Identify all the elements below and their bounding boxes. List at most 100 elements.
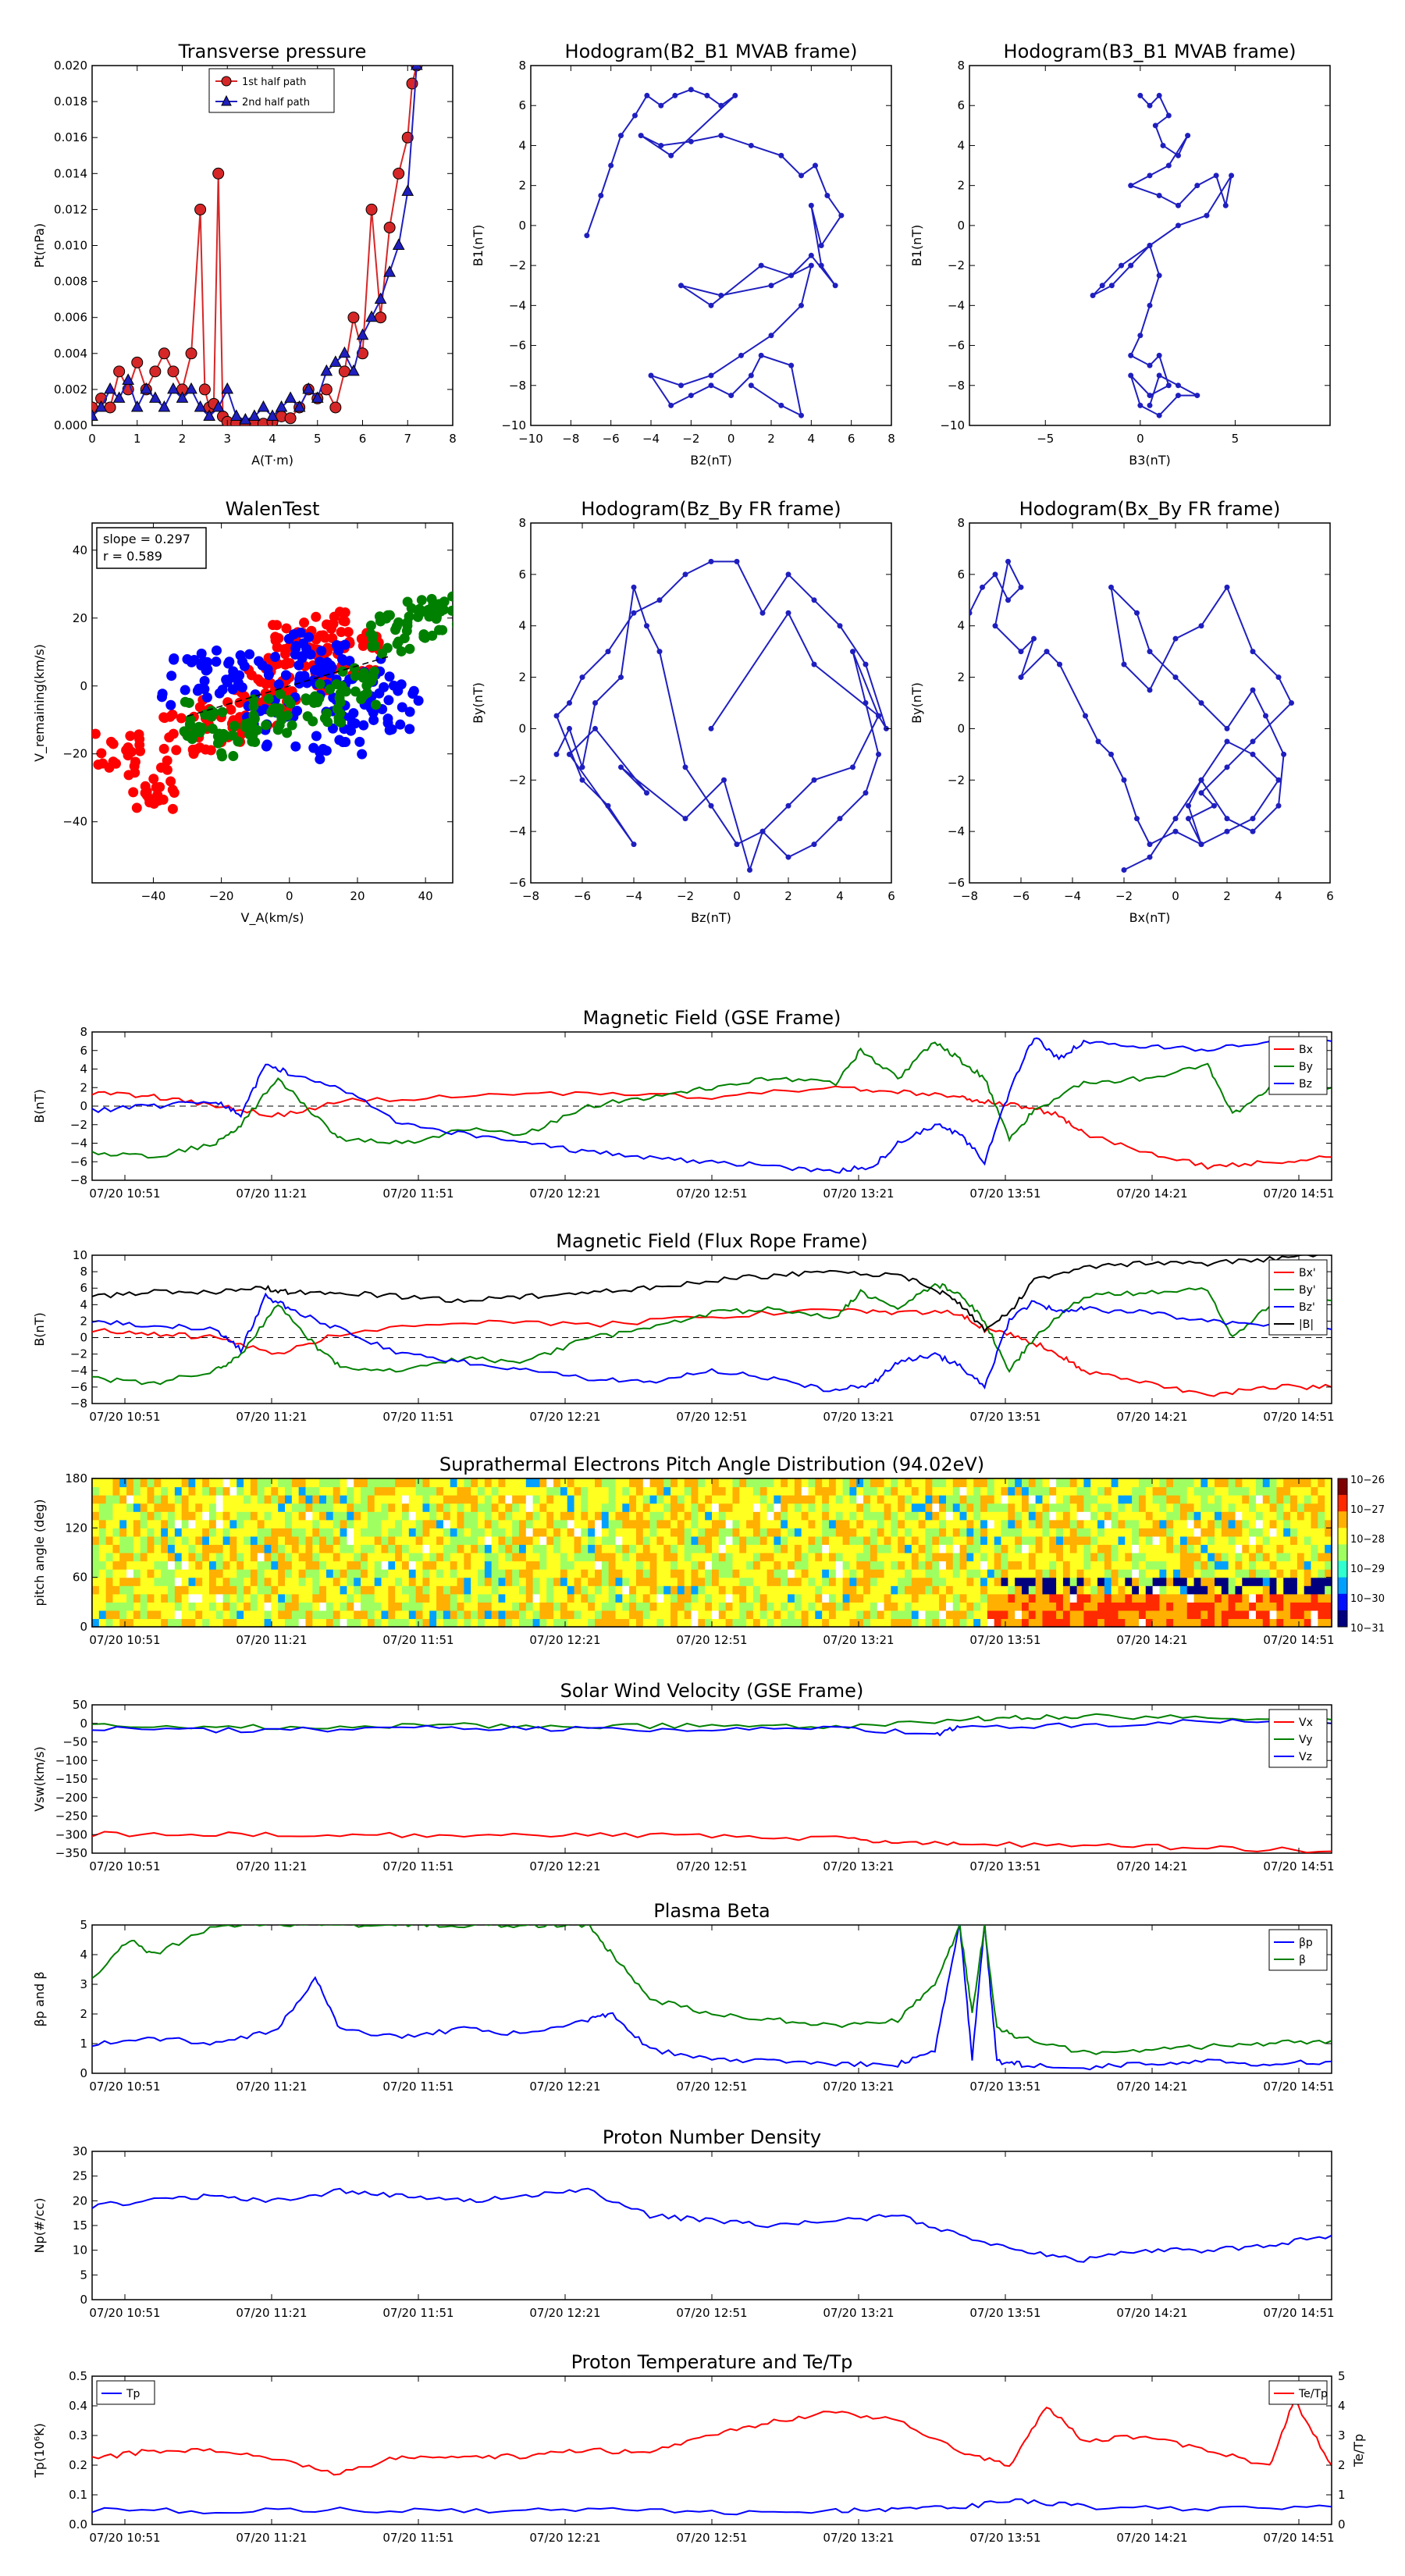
y-tick-label: 0.4 [69,2399,87,2413]
heatmap-cell [973,1610,981,1620]
heatmap-cell [808,1553,816,1562]
heatmap-cell [1235,1593,1243,1603]
heatmap-cell [718,1610,727,1620]
heatmap-cell [271,1544,279,1553]
heatmap-cell [1090,1569,1098,1578]
data-point [447,591,453,602]
plot-area [92,1255,1332,1397]
data-point [808,262,814,269]
heatmap-cell [484,1528,493,1537]
heatmap-cell [244,1560,251,1570]
heatmap-cell [1022,1618,1030,1628]
heatmap-cell [518,1602,527,1611]
heatmap-cell [512,1495,520,1504]
y-axis-label: By(nT) [909,682,924,724]
data-point [1128,183,1134,189]
x-tick-label: −6 [574,889,591,903]
heatmap-cell [229,1503,237,1512]
plot-frame [530,65,892,426]
heatmap-cell [870,1602,878,1611]
heatmap-cell [1208,1553,1215,1562]
data-point [358,720,369,731]
heatmap-cell [340,1577,348,1586]
data-point [169,653,180,664]
x-tick-label: 07/20 10:51 [89,1859,160,1873]
data-point [168,728,179,739]
data-point [818,243,824,248]
heatmap-cell [105,1577,114,1586]
heatmap-cell [615,1503,623,1512]
chart-title: Magnetic Field (Flux Rope Frame) [556,1230,867,1252]
heatmap-cell [608,1585,617,1595]
heatmap-cell [1311,1585,1318,1595]
heatmap-cell [925,1577,933,1586]
heatmap-cell [305,1478,313,1488]
x-tick-label: 07/20 13:21 [823,1859,894,1873]
heatmap-cell [698,1560,706,1570]
heatmap-cell [663,1495,671,1504]
heatmap-cell [222,1486,231,1496]
heatmap-cell [1028,1486,1037,1496]
heatmap-cell [1249,1553,1257,1562]
heatmap-cell [794,1610,802,1620]
heatmap-cell [478,1486,486,1496]
heatmap-cell [891,1585,898,1595]
heatmap-cell [250,1577,258,1586]
heatmap-cell [870,1553,878,1562]
heatmap-cell [464,1569,471,1578]
heatmap-cell [925,1544,933,1553]
heatmap-cell [601,1511,610,1521]
heatmap-cell [471,1495,478,1504]
heatmap-cell [595,1544,603,1553]
heatmap-cell [1235,1478,1243,1488]
heatmap-cell [691,1593,699,1603]
heatmap-cell [1304,1528,1312,1537]
heatmap-cell [615,1602,623,1611]
heatmap-cell [402,1610,410,1620]
heatmap-cell [712,1577,720,1586]
heatmap-cell [1083,1495,1091,1504]
heatmap-cell [966,1495,974,1504]
heatmap-cell [1311,1610,1318,1620]
heatmap-cell [608,1478,617,1488]
heatmap-cell [188,1528,196,1537]
heatmap-cell [478,1519,486,1528]
heatmap-cell [601,1602,610,1611]
heatmap-cell [202,1553,210,1562]
heatmap-cell [105,1478,114,1488]
heatmap-cell [1056,1478,1064,1488]
heatmap-cell [381,1478,389,1488]
heatmap-cell [140,1553,148,1562]
heatmap-cell [1318,1486,1325,1496]
heatmap-cell [1297,1495,1305,1504]
heatmap-cell [835,1495,844,1504]
heatmap-cell [422,1519,430,1528]
heatmap-cell [891,1618,898,1628]
heatmap-cell [553,1593,561,1603]
x-tick-label: 07/20 12:51 [676,2531,747,2545]
heatmap-cell [298,1528,307,1537]
y-right-tick-label: 0 [1338,2517,1346,2532]
heatmap-cell [361,1560,368,1570]
heatmap-cell [388,1519,396,1528]
heatmap-cell [512,1593,520,1603]
heatmap-cell [188,1585,196,1595]
heatmap-cell [1269,1503,1278,1512]
y-tick-label: 0.014 [54,166,87,180]
heatmap-cell [305,1560,313,1570]
heatmap-cell [1311,1544,1318,1553]
legend-box [1268,1929,1328,1971]
heatmap-cell [1235,1602,1243,1611]
heatmap-cell [1152,1585,1161,1595]
data-point [1224,828,1230,834]
heatmap-cell [491,1569,500,1578]
heatmap-cell [767,1486,774,1496]
heatmap-cell [464,1511,471,1521]
heatmap-cell [1262,1618,1271,1628]
heatmap-cell [312,1495,320,1504]
heatmap-cell [698,1553,706,1562]
data-point [316,646,327,656]
heatmap-cell [429,1569,437,1578]
heatmap-cell [739,1503,747,1512]
heatmap-cell [505,1569,513,1578]
